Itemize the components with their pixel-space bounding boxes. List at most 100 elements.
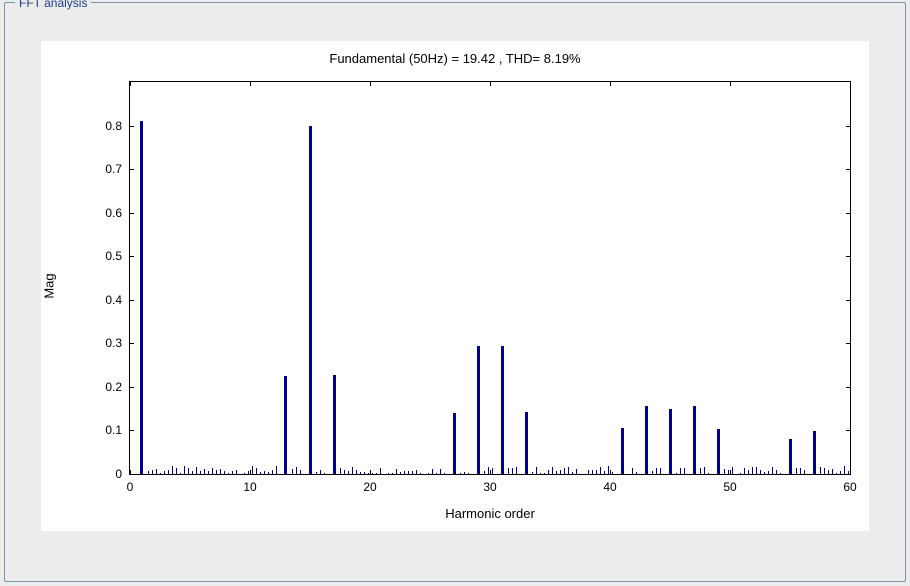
noise-spike — [744, 468, 745, 474]
harmonic-bar — [813, 431, 816, 474]
noise-spike — [236, 470, 237, 474]
noise-spike — [804, 470, 805, 474]
noise-spike — [416, 470, 417, 474]
noise-spike — [412, 471, 413, 474]
noise-spike — [632, 468, 633, 474]
noise-spike — [268, 472, 269, 474]
harmonic-bar — [140, 121, 143, 474]
x-tick-label: 40 — [603, 474, 616, 494]
y-tick — [846, 430, 851, 431]
x-tick — [610, 81, 611, 86]
noise-spike — [608, 466, 609, 474]
harmonic-bar — [525, 412, 528, 474]
noise-spike — [536, 467, 537, 474]
noise-spike — [756, 467, 757, 474]
noise-spike — [324, 473, 325, 474]
panel-legend: FFT analysis — [15, 0, 91, 10]
noise-spike — [576, 469, 577, 474]
noise-spike — [848, 471, 849, 474]
noise-spike — [192, 471, 193, 474]
noise-spike — [292, 469, 293, 474]
harmonic-bar — [621, 428, 624, 474]
noise-spike — [708, 473, 709, 474]
noise-spike — [516, 467, 517, 474]
noise-spike — [432, 469, 433, 474]
axes-box: 00.10.20.30.40.50.60.70.80102030405060 — [129, 81, 851, 475]
noise-spike — [684, 468, 685, 474]
noise-spike — [732, 467, 733, 474]
noise-spike — [168, 470, 169, 474]
noise-spike — [156, 469, 157, 474]
noise-spike — [488, 467, 489, 474]
noise-spike — [728, 470, 729, 474]
noise-spike — [264, 471, 265, 474]
noise-spike — [300, 470, 301, 474]
noise-spike — [800, 468, 801, 474]
noise-spike — [380, 468, 381, 474]
noise-spike — [660, 468, 661, 474]
noise-spike — [220, 469, 221, 474]
noise-spike — [376, 473, 377, 474]
noise-spike — [776, 470, 777, 474]
noise-spike — [540, 473, 541, 474]
fft-panel: FFT analysis Fundamental (50Hz) = 19.42 … — [0, 0, 910, 586]
harmonic-bar — [645, 406, 648, 474]
noise-spike — [748, 470, 749, 474]
noise-spike — [296, 467, 297, 474]
x-tick-label: 50 — [723, 474, 736, 494]
noise-spike — [740, 473, 741, 474]
x-tick-label: 20 — [363, 474, 376, 494]
noise-spike — [320, 470, 321, 474]
noise-spike — [196, 467, 197, 474]
noise-spike — [676, 473, 677, 474]
noise-spike — [560, 470, 561, 474]
noise-spike — [160, 473, 161, 474]
noise-spike — [172, 466, 173, 474]
x-tick-label: 0 — [127, 474, 134, 494]
harmonic-bar — [669, 409, 672, 474]
noise-spike — [820, 467, 821, 474]
noise-spike — [148, 471, 149, 474]
noise-spike — [752, 467, 753, 474]
noise-spike — [204, 469, 205, 474]
noise-spike — [704, 467, 705, 474]
noise-spike — [176, 468, 177, 474]
noise-spike — [364, 472, 365, 474]
harmonic-bar — [717, 429, 720, 474]
y-tick — [846, 256, 851, 257]
chart-area: Fundamental (50Hz) = 19.42 , THD= 8.19% … — [41, 41, 869, 531]
noise-spike — [228, 473, 229, 474]
noise-spike — [340, 468, 341, 474]
y-tick — [846, 126, 851, 127]
noise-spike — [232, 471, 233, 474]
noise-spike — [276, 466, 277, 474]
noise-spike — [392, 473, 393, 474]
noise-spike — [596, 470, 597, 474]
x-tick-label: 30 — [483, 474, 496, 494]
noise-spike — [780, 473, 781, 474]
noise-spike — [212, 468, 213, 474]
harmonic-bar — [789, 439, 792, 474]
noise-spike — [344, 470, 345, 474]
y-tick-label: 0.5 — [105, 249, 130, 263]
x-tick — [730, 81, 731, 86]
y-tick-label: 0.8 — [105, 119, 130, 133]
noise-spike — [796, 468, 797, 474]
noise-spike — [532, 472, 533, 474]
noise-spike — [408, 471, 409, 474]
y-tick-label: 0.3 — [105, 336, 130, 350]
noise-spike — [600, 467, 601, 474]
x-tick-label: 10 — [243, 474, 256, 494]
noise-spike — [832, 469, 833, 474]
noise-spike — [844, 466, 845, 474]
noise-spike — [428, 473, 429, 474]
noise-spike — [352, 467, 353, 474]
noise-spike — [568, 467, 569, 474]
noise-spike — [188, 468, 189, 474]
noise-spike — [316, 472, 317, 474]
noise-spike — [544, 473, 545, 474]
noise-spike — [400, 472, 401, 474]
x-tick — [130, 81, 131, 86]
noise-spike — [244, 473, 245, 474]
noise-spike — [768, 471, 769, 474]
